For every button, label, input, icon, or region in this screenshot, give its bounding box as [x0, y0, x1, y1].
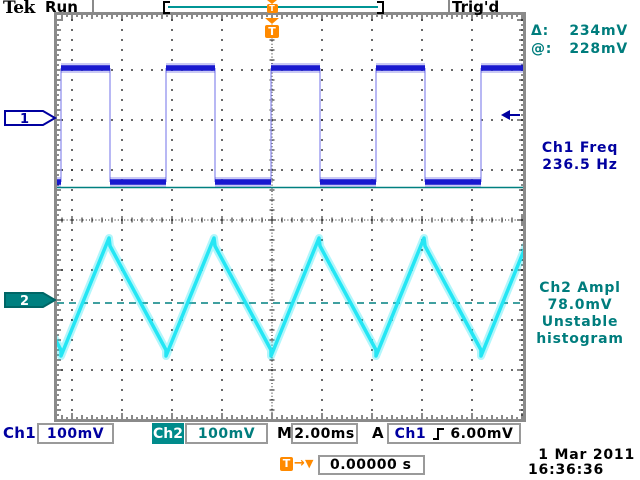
topbar-divider	[92, 0, 94, 13]
timebase-box: 2.00ms	[291, 423, 358, 444]
cursor-delta-label: Δ:	[531, 23, 550, 39]
ch1-measurement-name: Ch1 Freq	[541, 140, 619, 156]
ch2-measurement-warning-2: histogram	[536, 331, 624, 347]
trigger-position-arrow-icon	[267, 0, 277, 4]
ch2-label-badge: Ch2	[152, 423, 184, 444]
horizontal-t-icon: T	[280, 457, 293, 471]
right-arrow-icon: →	[294, 456, 305, 471]
trigger-point-arrow-icon	[265, 18, 279, 24]
cursor-at-label: @:	[531, 41, 553, 57]
trigger-status: Trig'd	[452, 0, 500, 16]
svg-text:2: 2	[20, 294, 29, 309]
record-window-left-bracket	[163, 1, 170, 14]
cursor-at-readout: @: 228mV	[531, 41, 628, 57]
svg-text:1: 1	[20, 112, 29, 127]
trigger-point-t-icon: T	[265, 25, 279, 38]
date-readout: 1 Mar 2011	[538, 447, 635, 463]
ch2-measurement-warning-1: Unstable	[541, 314, 619, 330]
record-window-right-bracket	[377, 1, 384, 14]
time-readout: 16:36:36	[528, 462, 605, 478]
trigger-position-t-icon: T	[266, 4, 278, 13]
cursor-delta-readout: Δ: 234mV	[531, 23, 628, 39]
trigger-level-value: 6.00mV	[450, 425, 514, 442]
cursor-at-value: 228mV	[569, 41, 628, 57]
trigger-readout-box: Ch1 6.00mV	[387, 423, 521, 444]
tek-logo: Tek	[3, 0, 35, 18]
ch1-scale-box: 100mV	[37, 423, 114, 444]
rising-edge-icon	[432, 427, 444, 440]
cursor-delta-value: 234mV	[569, 23, 628, 39]
trigger-level-arrow-icon	[501, 110, 520, 120]
timebase-label: M	[277, 424, 293, 442]
trigger-system-label: A	[372, 424, 384, 442]
ch1-ground-marker: 1	[4, 110, 57, 127]
ch1-label: Ch1	[3, 424, 37, 442]
topbar-divider	[448, 0, 450, 13]
acquisition-status: Run	[45, 0, 78, 16]
ch2-measurement-value: 78.0mV	[547, 297, 613, 313]
ch2-ground-marker: 2	[4, 292, 57, 309]
ch2-scale-box: 100mV	[185, 423, 268, 444]
ch2-measurement-name: Ch2 Ampl	[539, 280, 621, 296]
trigger-source: Ch1	[394, 425, 427, 442]
ch1-measurement-value: 236.5 Hz	[542, 157, 618, 173]
down-triangle-icon: ▼	[305, 457, 314, 470]
horizontal-position-box: 0.00000 s	[318, 455, 425, 475]
